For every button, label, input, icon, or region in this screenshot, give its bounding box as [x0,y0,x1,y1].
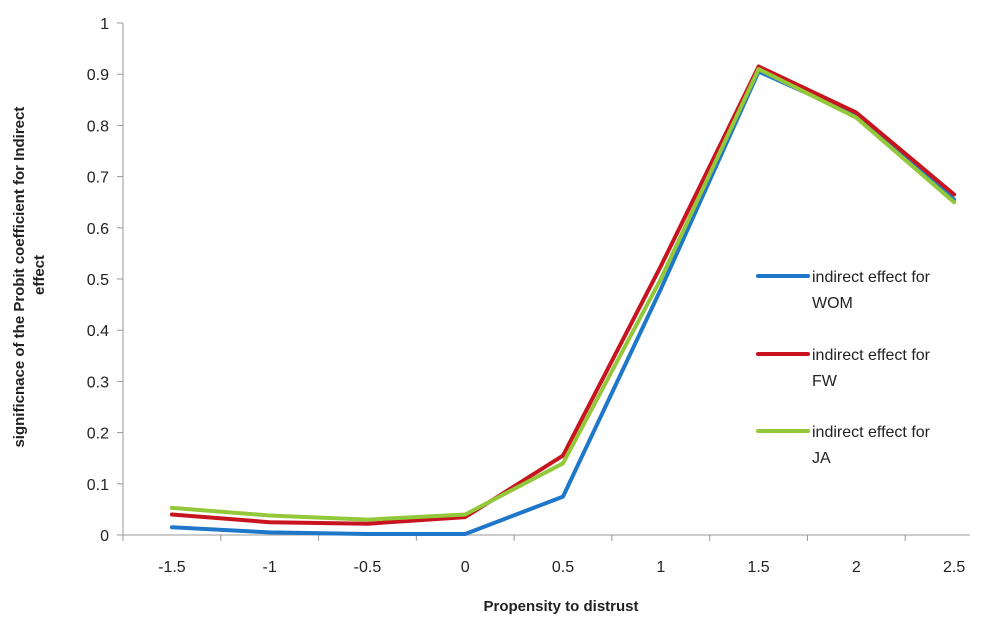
y-tick-label: 0.2 [87,426,109,443]
y-axis-title-line-1: significnace of the Probit coefficient f… [11,107,28,448]
series-line [169,67,957,522]
axes: 0 0.1 0.2 0.3 0.4 0.5 0.6 0.7 0.8 0.9 1 -1.5 -1 -0.5 0… [87,16,970,576]
legend-label-line: FW [812,373,838,390]
y-tick-label: 0.8 [87,118,109,135]
y-tick-label: 0.3 [87,374,109,391]
legend-label-line: indirect effect for [812,347,931,364]
y-tick-label: 0.7 [87,170,109,187]
x-tick-label: -1 [263,559,277,576]
legend-label-line: JA [812,450,831,467]
y-axis-title: significnace of the Probit coefficient f… [11,102,48,447]
y-tick-label: 0.1 [87,477,109,494]
legend-label: indirect effect for JA [812,424,931,467]
x-tick-label: -1.5 [158,559,186,576]
y-tick-label: 0.9 [87,67,109,84]
x-tick-label: 1.5 [747,559,769,576]
x-tick-label: 2 [852,559,861,576]
legend-label-line: indirect effect for [812,269,931,286]
y-tick-label: 0.6 [87,221,109,238]
legend-label-line: indirect effect for [812,424,931,441]
y-tick-label: 0.4 [87,323,109,340]
series-line [169,64,957,526]
x-tick-label: 1 [656,559,665,576]
x-tick-label: 2.5 [943,559,965,576]
series-lines [169,64,957,536]
legend-label: indirect effect for FW [812,347,931,390]
x-tick-label: 0.5 [552,559,574,576]
legend-label: indirect effect for WOM [812,269,931,312]
x-axis-title: Propensity to distrust [483,598,638,615]
y-axis-title-line-2: effect [31,255,48,295]
y-tick-label: 0 [100,528,109,545]
legend-label-line: WOM [812,295,853,312]
y-tick-label: 0.5 [87,272,109,289]
x-tick-label: -0.5 [354,559,382,576]
x-tick-label: 0 [461,559,470,576]
y-tick-label: 1 [100,16,109,33]
